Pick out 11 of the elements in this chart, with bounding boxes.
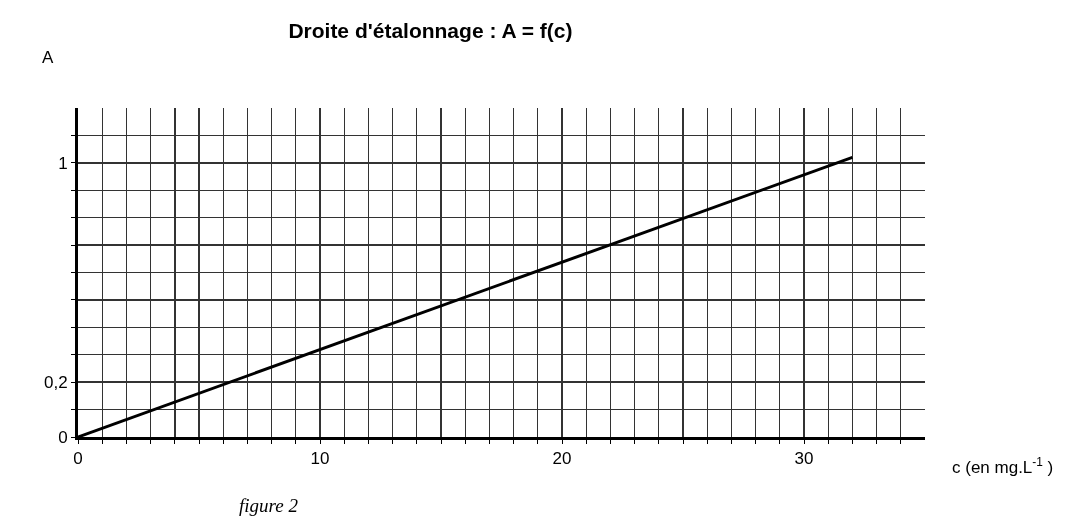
caption: figure 2 (239, 495, 299, 516)
x-tick-label: 30 (794, 449, 814, 469)
x-tick-label: 10 (310, 449, 330, 469)
y-tick-label: 0 (58, 427, 68, 447)
x-tick-label: 20 (552, 449, 572, 469)
y-tick-label: 1 (58, 153, 68, 173)
chart-title: Droite d'étalonnage : A = f(c) (288, 19, 573, 43)
y-axis-title: A (42, 48, 54, 67)
y-tick-label: 0,2 (43, 373, 68, 393)
x-tick-label: 0 (73, 449, 83, 469)
x-axis-title: c (en mg.L$^{-1}$ ) (952, 455, 1054, 478)
